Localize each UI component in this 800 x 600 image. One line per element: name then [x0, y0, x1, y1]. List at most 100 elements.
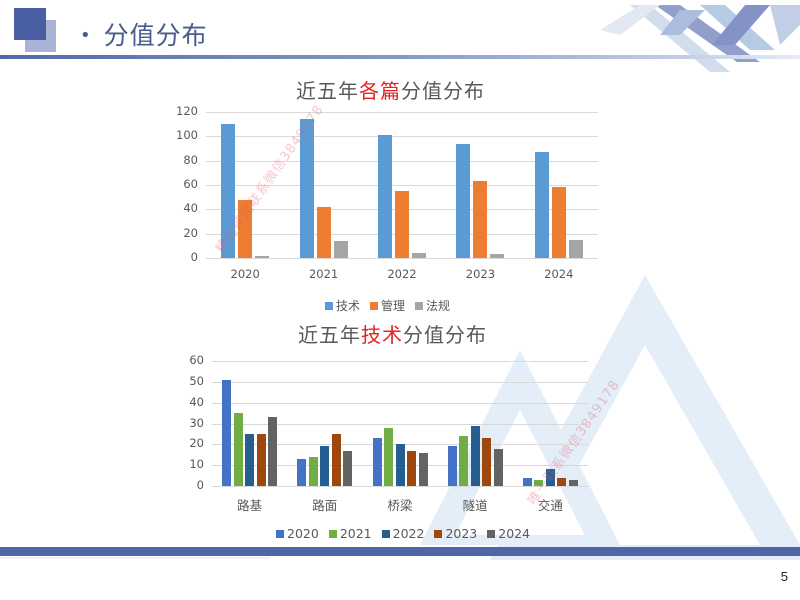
bar-隧道-2021 — [459, 436, 469, 486]
bar-交通-2022 — [545, 469, 555, 486]
bar-2024-法规 — [568, 239, 583, 258]
bar-隧道-2020 — [447, 446, 457, 486]
bar-2023-技术 — [456, 143, 471, 258]
bar-路面-2020 — [297, 458, 307, 486]
y-axis-tick-label: 20 — [189, 436, 204, 451]
bar-交通-2020 — [522, 477, 532, 486]
chart1-title-suffix: 分值分布 — [401, 79, 485, 103]
gridline — [206, 258, 598, 259]
bar-路面-2024 — [343, 450, 353, 486]
gridline — [212, 486, 588, 487]
bar-桥梁-2024 — [418, 452, 428, 486]
gridline — [212, 382, 588, 383]
bar-路基-2024 — [268, 417, 278, 486]
chart1-title-highlight: 各篇 — [359, 79, 401, 103]
x-axis-tick-label: 路基 — [237, 498, 263, 513]
page-number: 5 — [780, 569, 788, 584]
bar-桥梁-2021 — [384, 427, 393, 486]
x-axis-tick-label: 2022 — [387, 267, 417, 281]
legend-item-2023: 2023 — [434, 526, 477, 541]
bar-2024-管理 — [551, 187, 566, 258]
legend-item-2024: 2024 — [487, 526, 530, 541]
legend-label: 2021 — [339, 526, 372, 541]
bar-隧道-2023 — [482, 438, 492, 486]
x-axis-tick-label: 交通 — [537, 498, 563, 513]
y-axis-tick-label: 100 — [176, 128, 198, 143]
x-axis-tick-label: 2023 — [465, 267, 496, 281]
legend-swatch-icon — [325, 301, 333, 310]
gridline — [206, 185, 598, 186]
bar-桥梁-2023 — [407, 450, 416, 486]
y-axis-tick-label: 40 — [189, 394, 204, 409]
legend-label: 法规 — [426, 299, 451, 313]
bar-2021-技术 — [299, 119, 314, 258]
y-axis-tick-label: 20 — [183, 225, 198, 240]
y-axis-tick-label: 60 — [189, 353, 204, 367]
bar-2021-法规 — [333, 240, 348, 258]
chart1-title: 近五年各篇分值分布 — [296, 75, 485, 104]
legend-item-2020: 2020 — [276, 526, 319, 541]
legend-swatch-icon — [276, 529, 284, 538]
chart2-title: 近五年技术分值分布 — [298, 319, 487, 348]
footer-line — [0, 557, 270, 559]
legend-swatch-icon — [328, 529, 337, 538]
bar-2020-技术 — [221, 124, 236, 258]
bar-2020-法规 — [255, 255, 270, 258]
y-axis-tick-label: 0 — [190, 250, 198, 264]
legend-label: 2020 — [287, 526, 319, 541]
bar-交通-2023 — [557, 477, 567, 486]
bar-隧道-2024 — [493, 448, 503, 486]
x-axis-tick-label: 2020 — [230, 267, 260, 281]
bar-2023-法规 — [490, 254, 505, 258]
y-axis-tick-label: 50 — [189, 373, 204, 388]
gridline — [212, 403, 588, 404]
x-axis-tick-label: 隧道 — [462, 498, 488, 513]
gridline — [206, 161, 598, 162]
x-axis-tick-label: 路面 — [312, 498, 338, 513]
chart2-title-prefix: 近五年 — [298, 323, 361, 347]
bar-2022-技术 — [378, 135, 392, 258]
y-axis-tick-label: 30 — [189, 415, 204, 430]
x-axis-tick-label: 桥梁 — [387, 498, 413, 513]
bar-路基-2021 — [233, 413, 243, 486]
bar-隧道-2022 — [470, 425, 480, 486]
bar-2022-法规 — [412, 253, 426, 258]
bar-交通-2021 — [534, 479, 544, 486]
legend-swatch-icon — [415, 301, 424, 310]
legend-item-2022: 2022 — [381, 526, 424, 541]
legend-label: 技术 — [336, 299, 361, 313]
y-axis-tick-label: 40 — [183, 201, 198, 216]
legend-item-2021: 2021 — [328, 526, 372, 541]
bar-2020-管理 — [238, 199, 253, 258]
y-axis-tick-label: 80 — [183, 152, 198, 167]
legend-item-技术: 技术 — [325, 297, 360, 314]
legend-item-管理: 管理 — [370, 297, 405, 314]
bar-桥梁-2020 — [372, 438, 382, 486]
y-axis-tick-label: 0 — [196, 478, 204, 492]
chart1-title-prefix: 近五年 — [296, 79, 359, 103]
footer-bar — [0, 547, 800, 556]
bar-路基-2022 — [245, 433, 255, 486]
x-axis-tick-label: 2024 — [544, 267, 574, 281]
bar-2023-管理 — [473, 181, 488, 258]
slide-title-text: 分值分布 — [103, 21, 208, 50]
chart1-legend: 技术 管理 法规 — [325, 297, 450, 314]
header-rule — [0, 55, 800, 59]
gridline — [206, 112, 598, 113]
bar-路面-2022 — [320, 446, 330, 486]
chart2-title-highlight: 技术 — [361, 323, 403, 347]
bar-路基-2023 — [256, 433, 266, 486]
chart2-legend: 2020 2021 2022 2023 2024 — [276, 526, 530, 541]
legend-label: 2023 — [445, 526, 478, 541]
legend-swatch-icon — [370, 301, 379, 310]
bar-2024-技术 — [534, 152, 549, 258]
gridline — [212, 424, 588, 425]
legend-swatch-icon — [434, 529, 443, 538]
bar-路面-2023 — [331, 433, 341, 486]
gridline — [212, 361, 588, 362]
bar-2021-管理 — [316, 206, 331, 258]
bar-交通-2024 — [568, 479, 578, 486]
y-axis-tick-label: 60 — [183, 177, 198, 191]
legend-swatch-icon — [487, 529, 496, 538]
